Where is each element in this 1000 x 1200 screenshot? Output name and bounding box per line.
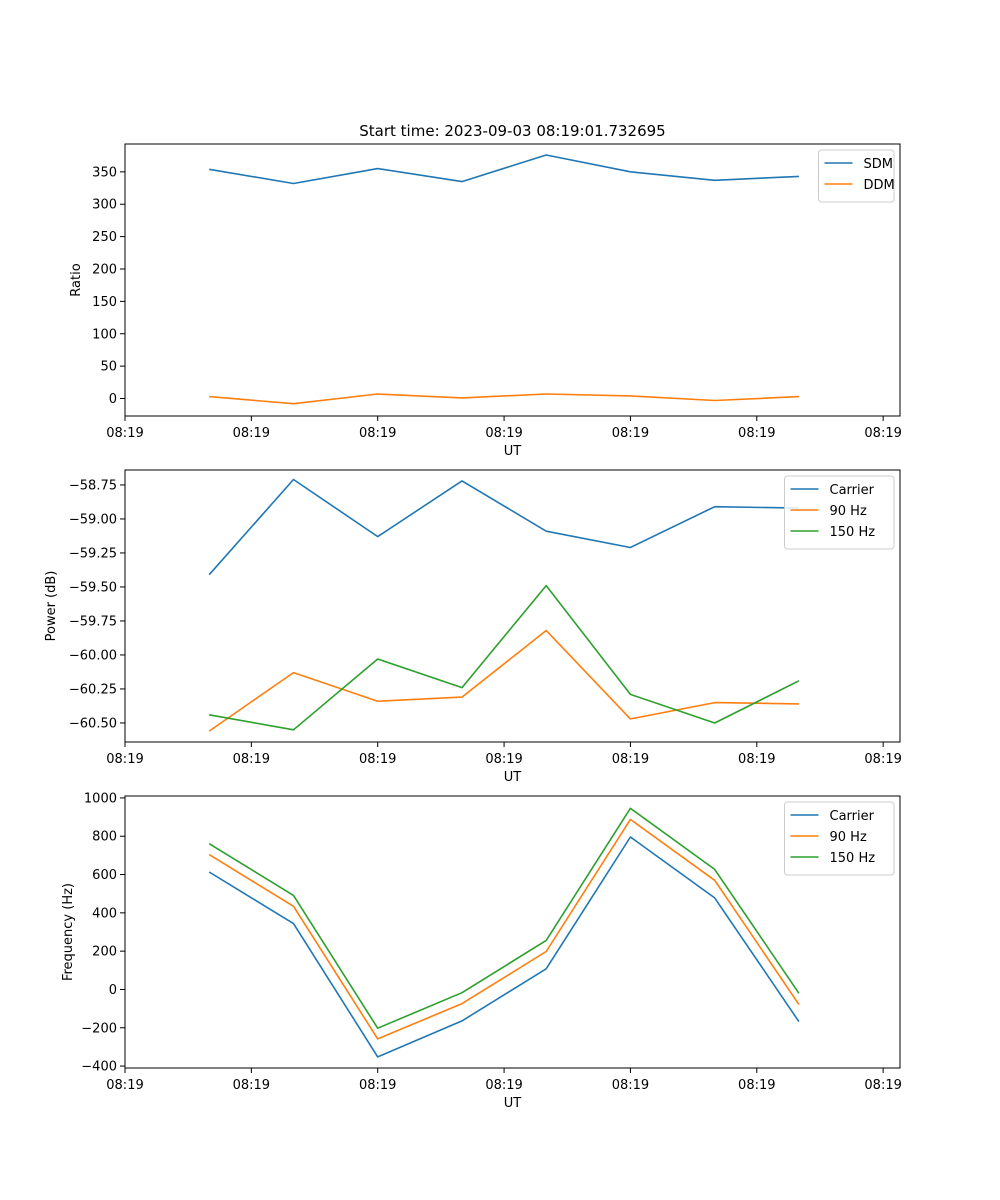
x-axis-label: UT bbox=[504, 1096, 522, 1111]
y-tick-label: −59.50 bbox=[69, 580, 117, 595]
legend-label: 150 Hz bbox=[830, 851, 876, 866]
legend-label: 90 Hz bbox=[830, 504, 867, 519]
y-tick-label: 1000 bbox=[84, 791, 117, 806]
y-tick-label: 600 bbox=[92, 868, 117, 883]
x-tick-label: 08:19 bbox=[864, 426, 901, 441]
y-tick-label: 300 bbox=[92, 198, 117, 213]
plot-2: 08:19 08:19 08:19 08:19 08:19 08:19 08:19 UT −58… bbox=[44, 469, 902, 785]
y-tick-label: −60.00 bbox=[69, 648, 117, 663]
x-tick-label: 08:19 bbox=[612, 1078, 649, 1093]
legend-label: Carrier bbox=[830, 809, 875, 824]
x-tick-label: 08:19 bbox=[738, 752, 775, 767]
x-tick-label: 08:19 bbox=[738, 1078, 775, 1093]
series-line-sdm bbox=[209, 154, 799, 185]
x-tick-label: 08:19 bbox=[864, 1078, 901, 1093]
x-tick-label: 08:19 bbox=[359, 752, 396, 767]
y-tick-label: −60.50 bbox=[69, 716, 117, 731]
x-tick-label: 08:19 bbox=[864, 752, 901, 767]
y-tick-label: −59.75 bbox=[69, 614, 117, 629]
y-tick-label: 800 bbox=[92, 830, 117, 845]
x-tick-label: 08:19 bbox=[233, 426, 270, 441]
y-tick-label: 0 bbox=[109, 983, 117, 998]
y-tick-label: 100 bbox=[92, 327, 117, 342]
plot-1: 08:19 08:19 08:19 08:19 08:19 08:19 08:19 UT 0 50… bbox=[69, 143, 902, 459]
y-tick-label: −400 bbox=[81, 1060, 117, 1075]
x-tick-label: 08:19 bbox=[106, 426, 143, 441]
x-tick-label: 08:19 bbox=[359, 1078, 396, 1093]
series-line-carrier bbox=[208, 836, 800, 1058]
x-tick-label: 08:19 bbox=[485, 1078, 522, 1093]
y-tick-label: −58.75 bbox=[69, 478, 117, 493]
y-tick-label: −200 bbox=[81, 1021, 117, 1036]
legend: SDM DDM bbox=[818, 149, 895, 203]
y-tick-label: −60.25 bbox=[69, 682, 117, 697]
y-tick-label: 250 bbox=[92, 230, 117, 245]
y-tick-label: −59.25 bbox=[69, 546, 117, 561]
y-tick-label: 200 bbox=[92, 945, 117, 960]
legend-label: DDM bbox=[864, 178, 895, 193]
legend: Carrier 90 Hz 150 Hz bbox=[784, 475, 895, 550]
series-line-150-hz bbox=[208, 807, 800, 1029]
y-tick-label: 0 bbox=[109, 392, 117, 407]
x-tick-label: 08:19 bbox=[485, 752, 522, 767]
x-tick-label: 08:19 bbox=[106, 1078, 143, 1093]
x-tick-label: 08:19 bbox=[233, 752, 270, 767]
legend-label: 150 Hz bbox=[830, 525, 876, 540]
series-line-150-hz bbox=[209, 584, 800, 731]
x-tick-label: 08:19 bbox=[359, 426, 396, 441]
y-tick-label: 350 bbox=[92, 165, 117, 180]
axes-frame bbox=[124, 469, 901, 743]
figure-title: Start time: 2023-09-03 08:19:01.732695 bbox=[359, 122, 665, 140]
series-line-90-hz bbox=[208, 629, 799, 732]
x-tick-label: 08:19 bbox=[106, 752, 143, 767]
x-tick-label: 08:19 bbox=[612, 752, 649, 767]
x-tick-label: 08:19 bbox=[485, 426, 522, 441]
y-tick-label: 150 bbox=[92, 295, 117, 310]
series-line-ddm bbox=[209, 393, 799, 405]
legend: Carrier 90 Hz 150 Hz bbox=[784, 801, 895, 876]
axes-frame bbox=[124, 795, 901, 1069]
series-line-90-hz bbox=[208, 818, 800, 1040]
y-tick-label: 400 bbox=[92, 906, 117, 921]
y-axis-label: Power (dB) bbox=[44, 571, 59, 642]
axes-frame bbox=[124, 143, 901, 417]
x-tick-label: 08:19 bbox=[612, 426, 649, 441]
legend-label: Carrier bbox=[830, 483, 875, 498]
y-axis-label: Ratio bbox=[69, 263, 84, 296]
y-tick-label: 200 bbox=[92, 262, 117, 277]
series-line-carrier bbox=[208, 478, 799, 576]
y-tick-label: −59.00 bbox=[69, 512, 117, 527]
x-tick-label: 08:19 bbox=[738, 426, 775, 441]
legend-label: SDM bbox=[864, 157, 893, 172]
x-axis-label: UT bbox=[504, 444, 522, 459]
x-tick-label: 08:19 bbox=[233, 1078, 270, 1093]
x-axis-label: UT bbox=[504, 770, 522, 785]
plot-3: 08:19 08:19 08:19 08:19 08:19 08:19 08:19 UT −40… bbox=[61, 791, 902, 1111]
y-axis-label: Frequency (Hz) bbox=[61, 883, 76, 981]
y-tick-label: 50 bbox=[100, 360, 117, 375]
legend-label: 90 Hz bbox=[830, 830, 867, 845]
